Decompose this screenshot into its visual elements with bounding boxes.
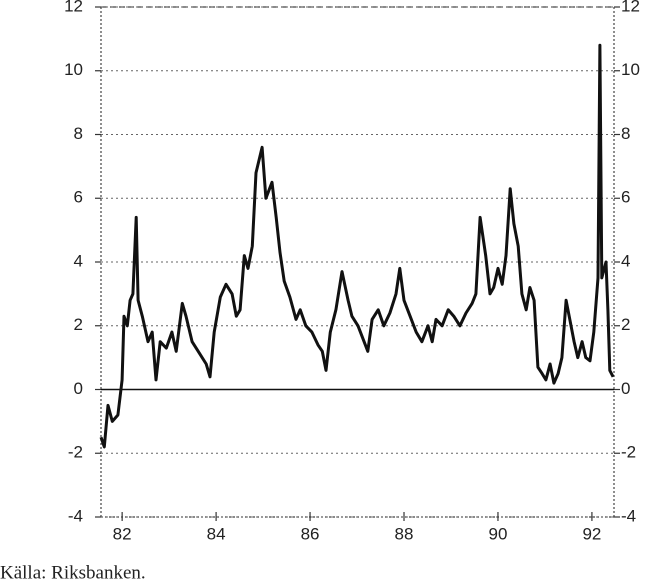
- source-note: Källa: Riksbanken.: [0, 562, 146, 583]
- x-tick-label: 92: [582, 524, 601, 543]
- x-tick-label: 86: [301, 524, 320, 543]
- x-tick-label: 88: [395, 524, 414, 543]
- y2-tick-label: -2: [621, 443, 636, 462]
- y-tick-label: 8: [74, 124, 83, 143]
- x-tick-label: 84: [207, 524, 226, 543]
- y-tick-label: 2: [74, 315, 83, 334]
- x-tick-label: 82: [113, 524, 132, 543]
- y2-tick-label: 2: [621, 315, 630, 334]
- y-tick-label: 10: [64, 60, 83, 79]
- y-tick-label: 6: [74, 188, 83, 207]
- y-tick-label: 12: [64, 0, 83, 15]
- y-tick-label: 0: [74, 379, 83, 398]
- y2-tick-label: 0: [621, 379, 630, 398]
- y-tick-label: 4: [74, 251, 83, 270]
- y2-tick-label: 6: [621, 188, 630, 207]
- y-tick-label: -2: [68, 443, 83, 462]
- y2-tick-label: 8: [621, 124, 630, 143]
- x-tick-label: 90: [489, 524, 508, 543]
- data-line: [99, 43, 615, 449]
- y2-tick-label: 10: [621, 60, 640, 79]
- y2-tick-label: -4: [621, 506, 636, 525]
- y2-tick-label: 4: [621, 251, 630, 270]
- y2-tick-label: 12: [621, 0, 640, 15]
- y-tick-label: -4: [68, 506, 83, 525]
